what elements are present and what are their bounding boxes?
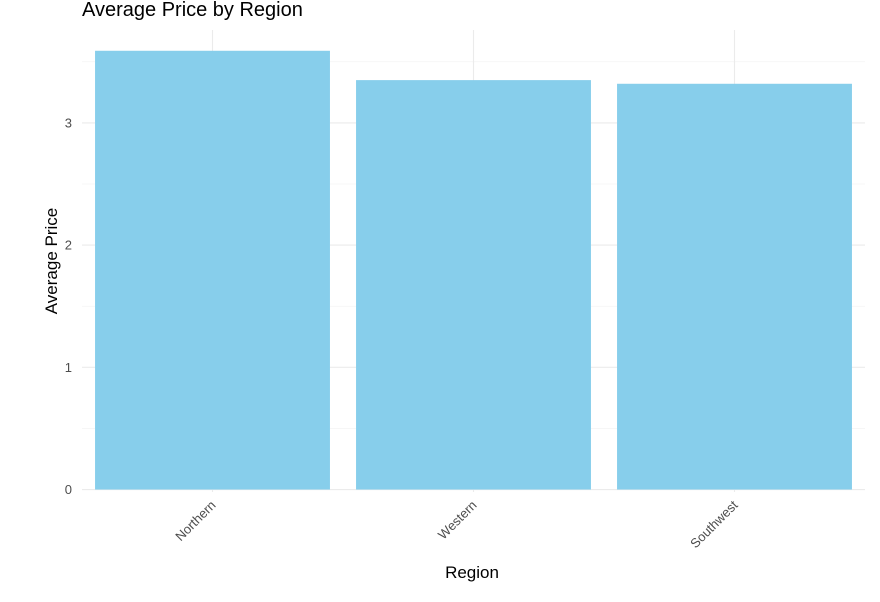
x-tick-label-northern: Northern (172, 498, 218, 544)
x-axis-ticks: Northern Western Southwest (172, 497, 741, 551)
y-axis-title: Average Price (42, 208, 61, 314)
bar-northern (95, 50, 330, 490)
y-tick-label-3: 3 (65, 115, 72, 130)
y-tick-label-1: 1 (65, 360, 72, 375)
x-tick-label-southwest: Southwest (687, 497, 741, 551)
y-tick-label-2: 2 (65, 238, 72, 253)
bar-southwest (617, 83, 852, 490)
chart-title: Average Price by Region (82, 0, 303, 21)
y-axis-ticks: 0 1 2 3 (65, 115, 72, 497)
y-tick-label-0: 0 (65, 482, 72, 497)
x-axis-title: Region (445, 563, 499, 582)
bars-group (95, 50, 852, 490)
bar-western (356, 80, 591, 490)
x-tick-label-western: Western (435, 498, 480, 543)
